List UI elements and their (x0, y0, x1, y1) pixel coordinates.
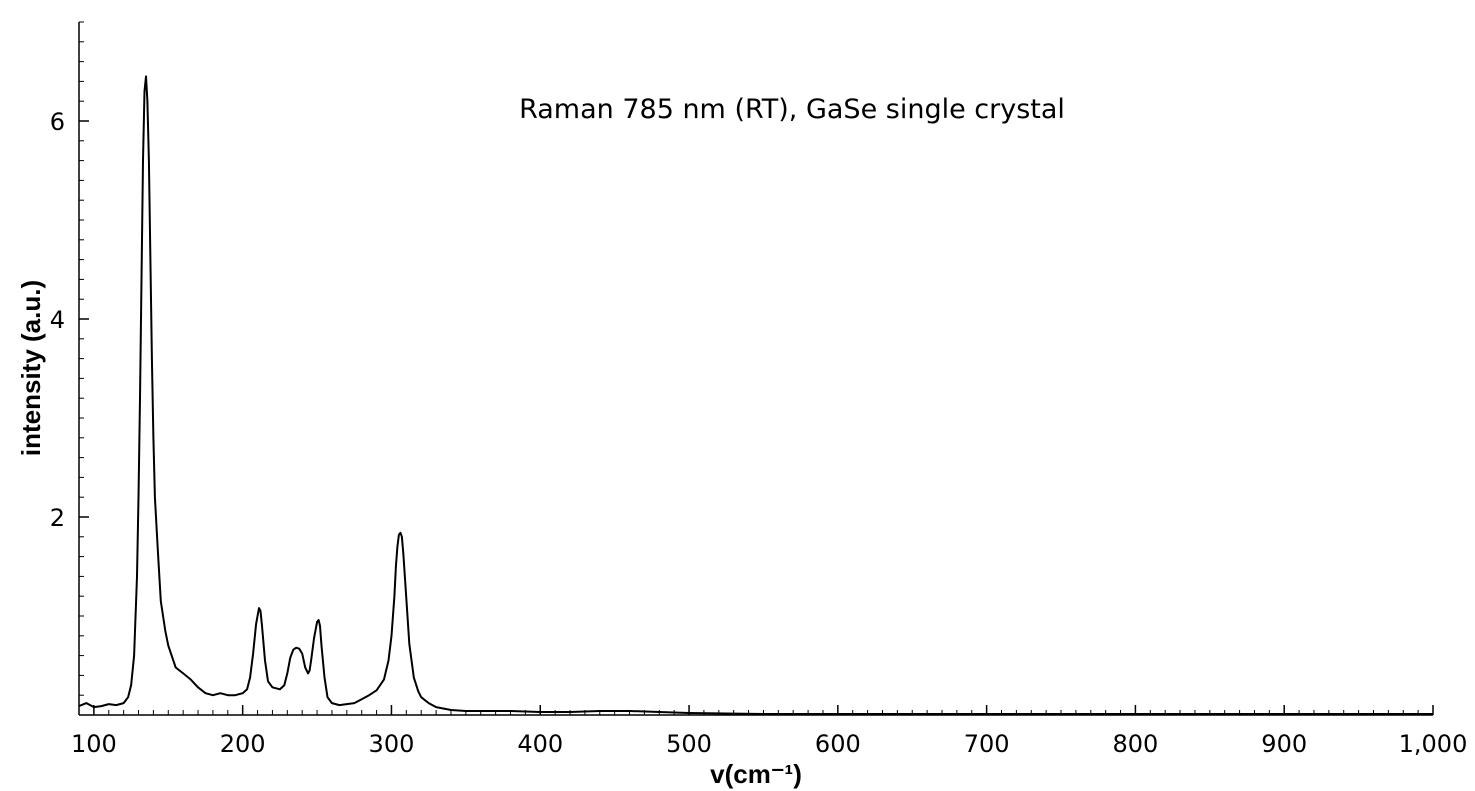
y-axis-ticks: 2 4 6 (50, 21, 89, 696)
x-tick-label: 500 (666, 730, 712, 758)
y-tick-label: 2 (50, 504, 65, 532)
x-axis-ticks: 100 200 300 400 500 600 700 800 900 1,000 (71, 705, 1467, 758)
y-tick-label: 4 (50, 306, 65, 334)
x-tick-label: 800 (1113, 730, 1159, 758)
x-tick-label: 400 (517, 730, 563, 758)
y-tick-label: 6 (50, 108, 65, 136)
x-tick-label: 100 (71, 730, 117, 758)
x-tick-label: 900 (1261, 730, 1307, 758)
x-tick-label: 200 (220, 730, 266, 758)
x-tick-label: 600 (815, 730, 861, 758)
x-tick-label: 700 (964, 730, 1010, 758)
x-tick-label: 300 (369, 730, 415, 758)
y-axis-title: intensity (a.u.) (16, 280, 46, 456)
x-axis-title: v(cm⁻¹) (710, 759, 802, 789)
x-tick-label: 1,000 (1399, 730, 1468, 758)
chart-annotation: Raman 785 nm (RT), GaSe single crystal (519, 94, 1065, 125)
spectrum-line (78, 75, 1433, 715)
